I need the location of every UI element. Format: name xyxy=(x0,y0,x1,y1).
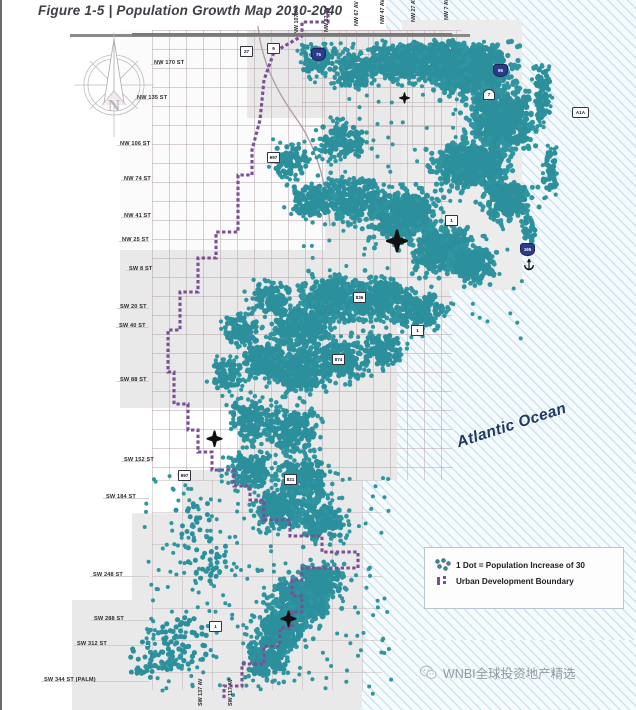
street-label-h: SW 344 ST (PALM) xyxy=(44,677,96,683)
street-label-h: NW 170 ST xyxy=(154,60,185,66)
north-arrow-compass-rose: N xyxy=(74,33,154,137)
legend-udb-label: Urban Development Boundary xyxy=(456,576,574,586)
street-label-v: SW 137 AV xyxy=(198,678,204,706)
highway-shield-874: 874 xyxy=(332,354,345,365)
watermark-text: WNBI全球投资地产精选 xyxy=(443,667,576,681)
street-label-h: SW 152 ST xyxy=(124,457,154,463)
street-label-h: NW 41 ST xyxy=(124,213,151,219)
ocean-hatch-bottom xyxy=(332,640,636,710)
street-label-h: SW 88 ST xyxy=(120,377,147,383)
street-label-h: SW 40 ST xyxy=(119,323,146,329)
title-rule xyxy=(132,33,452,36)
street-label-leader xyxy=(121,461,149,462)
street-label-leader xyxy=(91,620,149,621)
street-label-leader xyxy=(126,270,149,271)
street-label-h: NW 135 ST xyxy=(137,95,168,101)
street-label-leader xyxy=(74,645,149,646)
highway-shield-7: 7 xyxy=(483,89,495,100)
legend-dot-swatch xyxy=(435,559,452,571)
highway-shield-a1a: A1A xyxy=(572,107,589,118)
highway-shield-821: 821 xyxy=(284,474,297,485)
street-label-leader xyxy=(121,217,149,218)
airplane-icon xyxy=(385,229,409,253)
street-label-leader xyxy=(90,576,149,577)
airplane-icon xyxy=(206,430,223,448)
highway-shield-836: 836 xyxy=(353,292,366,303)
street-label-leader xyxy=(121,180,149,181)
watermark: WNBI全球投资地产精选 xyxy=(420,663,576,682)
street-label-v: NW 27 AV xyxy=(411,0,417,22)
street-label-h: SW 8 ST xyxy=(129,266,153,272)
street-label-h: SW 288 ST xyxy=(94,616,124,622)
street-label-leader xyxy=(119,241,149,242)
airplane-icon xyxy=(398,92,411,104)
street-label-h: SW 20 ST xyxy=(120,304,147,310)
street-label-h: NW 106 ST xyxy=(120,141,151,147)
street-label-leader xyxy=(117,308,149,309)
highway-shield-27: 27 xyxy=(240,46,253,57)
street-label-h: NW 25 ST xyxy=(122,237,149,243)
street-label-h: NW 74 ST xyxy=(124,176,151,182)
highway-shield-95: 95 xyxy=(493,64,508,77)
highway-shield-1: 1 xyxy=(411,325,424,336)
highway-shield-1: 1 xyxy=(209,621,222,632)
street-label-h: SW 248 ST xyxy=(93,572,123,578)
street-label-h: SW 184 ST xyxy=(106,494,136,500)
street-label-v: NW 47 AV xyxy=(380,0,386,24)
street-label-v: NW 7 AV xyxy=(444,0,450,20)
legend-udb-swatch xyxy=(435,575,452,587)
street-label-leader xyxy=(117,145,149,146)
highway-shield-75: 75 xyxy=(311,48,326,61)
street-label-leader xyxy=(116,327,149,328)
street-label-leader xyxy=(117,381,149,382)
compass-north-letter: N xyxy=(108,96,121,115)
anchor-icon xyxy=(523,259,535,271)
highway-shield-9: 9 xyxy=(267,43,280,54)
legend-row-dot: 1 Dot = Population Increase of 30 xyxy=(435,557,623,573)
highway-shield-1: 1 xyxy=(445,215,458,226)
legend-dot-label: 1 Dot = Population Increase of 30 xyxy=(456,560,585,570)
airplane-icon xyxy=(280,610,297,628)
street-label-leader xyxy=(41,681,149,682)
wechat-icon xyxy=(420,665,437,679)
street-label-h: SW 312 ST xyxy=(77,641,107,647)
page-title: Figure 1-5 | Population Growth Map 2010-… xyxy=(38,3,343,18)
street-label-leader xyxy=(134,99,149,100)
highway-shield-997: 997 xyxy=(267,152,280,163)
highway-shield-195: 195 xyxy=(520,243,535,256)
highway-shield-997: 997 xyxy=(178,470,191,481)
street-label-leader xyxy=(103,498,149,499)
legend-row-udb: Urban Development Boundary xyxy=(435,573,623,589)
map-legend: 1 Dot = Population Increase of 30 Urban … xyxy=(424,547,624,609)
street-label-v: NW 67 AV xyxy=(354,1,360,26)
street-label-v: SW 117 AV xyxy=(228,678,234,706)
